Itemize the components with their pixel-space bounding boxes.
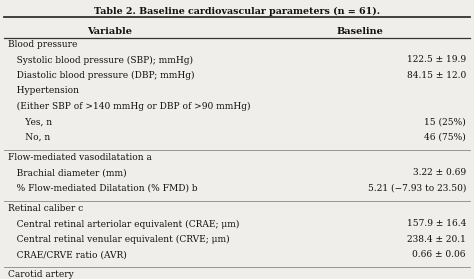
Text: Central retinal arteriolar equivalent (CRAE; μm): Central retinal arteriolar equivalent (C… [8, 220, 239, 229]
Text: Systolic blood pressure (SBP); mmHg): Systolic blood pressure (SBP); mmHg) [8, 56, 193, 65]
Text: 15 (25%): 15 (25%) [424, 117, 466, 126]
Text: Carotid artery: Carotid artery [8, 271, 74, 279]
Text: 122.5 ± 19.9: 122.5 ± 19.9 [407, 56, 466, 64]
Text: Brachial diameter (mm): Brachial diameter (mm) [8, 169, 127, 177]
Text: 0.66 ± 0.06: 0.66 ± 0.06 [412, 251, 466, 259]
Text: (Either SBP of >140 mmHg or DBP of >90 mmHg): (Either SBP of >140 mmHg or DBP of >90 m… [8, 102, 250, 111]
Text: 3.22 ± 0.69: 3.22 ± 0.69 [413, 169, 466, 177]
Text: 46 (75%): 46 (75%) [424, 133, 466, 142]
Text: Variable: Variable [88, 27, 133, 36]
Text: Yes, n: Yes, n [8, 117, 52, 126]
Text: % Flow-mediated Dilatation (% FMD) b: % Flow-mediated Dilatation (% FMD) b [8, 184, 198, 193]
Text: Central retinal venular equivalent (CRVE; μm): Central retinal venular equivalent (CRVE… [8, 235, 229, 244]
Text: Flow-mediated vasodilatation a: Flow-mediated vasodilatation a [8, 153, 152, 162]
Text: Blood pressure: Blood pressure [8, 40, 77, 49]
Text: 5.21 (−7.93 to 23.50): 5.21 (−7.93 to 23.50) [368, 184, 466, 193]
Text: 84.15 ± 12.0: 84.15 ± 12.0 [407, 71, 466, 80]
Text: Diastolic blood pressure (DBP; mmHg): Diastolic blood pressure (DBP; mmHg) [8, 71, 194, 80]
Text: 157.9 ± 16.4: 157.9 ± 16.4 [407, 220, 466, 229]
Text: Hypertension: Hypertension [8, 86, 79, 95]
Text: 238.4 ± 20.1: 238.4 ± 20.1 [407, 235, 466, 244]
Text: No, n: No, n [8, 133, 50, 142]
Text: CRAE/CRVE ratio (AVR): CRAE/CRVE ratio (AVR) [8, 251, 127, 259]
Text: Baseline: Baseline [337, 27, 383, 36]
Text: Table 2. Baseline cardiovascular parameters (n = 61).: Table 2. Baseline cardiovascular paramet… [94, 7, 380, 16]
Text: Retinal caliber c: Retinal caliber c [8, 204, 83, 213]
